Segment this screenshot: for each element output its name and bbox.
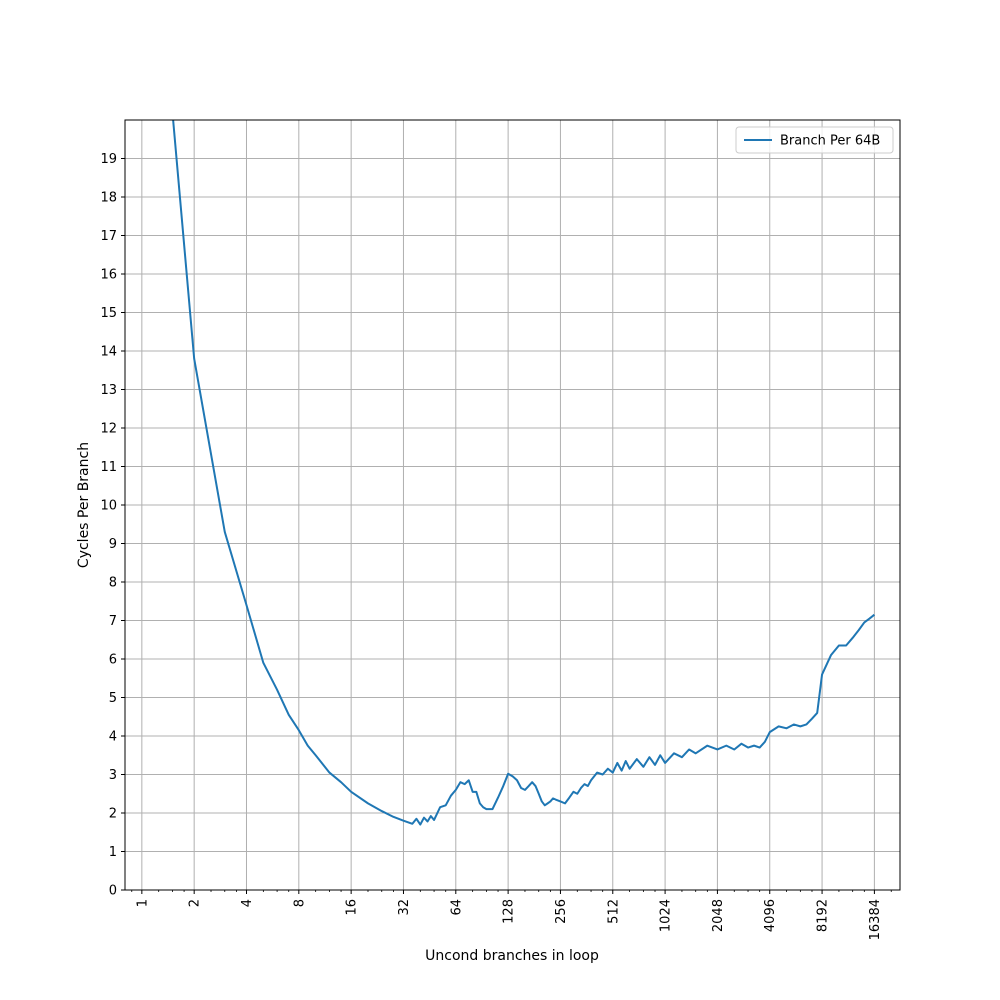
y-tick-label: 4 (109, 730, 117, 745)
y-tick-label: 3 (109, 768, 117, 783)
y-axis-label: Cycles Per Branch (76, 442, 92, 568)
y-tick-label: 12 (100, 422, 117, 437)
y-tick-label: 17 (100, 229, 117, 244)
x-tick-label: 512 (606, 899, 621, 924)
y-tick-label: 8 (109, 576, 117, 591)
x-tick-label: 8192 (816, 899, 831, 932)
x-tick-label: 2048 (711, 899, 726, 932)
y-tick-label: 7 (109, 614, 117, 629)
y-tick-label: 19 (100, 152, 117, 167)
x-tick-label: 32 (397, 899, 412, 916)
x-tick-label: 4 (240, 899, 255, 907)
x-tick-label: 64 (449, 899, 464, 916)
y-tick-label: 5 (109, 691, 117, 706)
x-tick-label: 128 (502, 899, 517, 924)
y-tick-label: 13 (100, 383, 117, 398)
series-line (172, 120, 876, 826)
y-tick-label: 14 (100, 345, 117, 360)
y-tick-label: 6 (109, 653, 117, 668)
x-tick-label: 16 (345, 899, 360, 916)
x-axis-label: Uncond branches in loop (425, 948, 599, 964)
legend-label: Branch Per 64B (780, 134, 880, 149)
y-tick-label: 10 (100, 499, 117, 514)
x-tick-label: 1 (135, 899, 150, 907)
x-tick-labels: 1 2 4 8 16 32 64 128 256 512 1024 2048 4096 8192 16384 (135, 899, 883, 940)
x-tick-label: 2 (188, 899, 203, 907)
y-tick-label: 2 (109, 807, 117, 822)
legend: Branch Per 64B (735, 126, 894, 154)
y-tick-label: 11 (100, 460, 117, 475)
y-tick-label: 18 (100, 191, 117, 206)
x-tick-label: 1024 (659, 899, 674, 932)
series-group (172, 120, 876, 826)
y-tick-label: 9 (109, 537, 117, 552)
y-tick-label: 0 (109, 884, 117, 899)
grid-lines (125, 120, 900, 891)
y-tick-label: 16 (100, 268, 117, 283)
plot-frame (124, 119, 901, 891)
x-tick-label: 256 (554, 899, 569, 924)
x-tick-label: 8 (292, 899, 307, 907)
x-tick-label: 4096 (763, 899, 778, 932)
y-tick-label: 15 (100, 306, 117, 321)
legend-box (735, 126, 894, 154)
x-tick-label: 16384 (868, 899, 883, 940)
y-tick-label: 1 (109, 845, 117, 860)
